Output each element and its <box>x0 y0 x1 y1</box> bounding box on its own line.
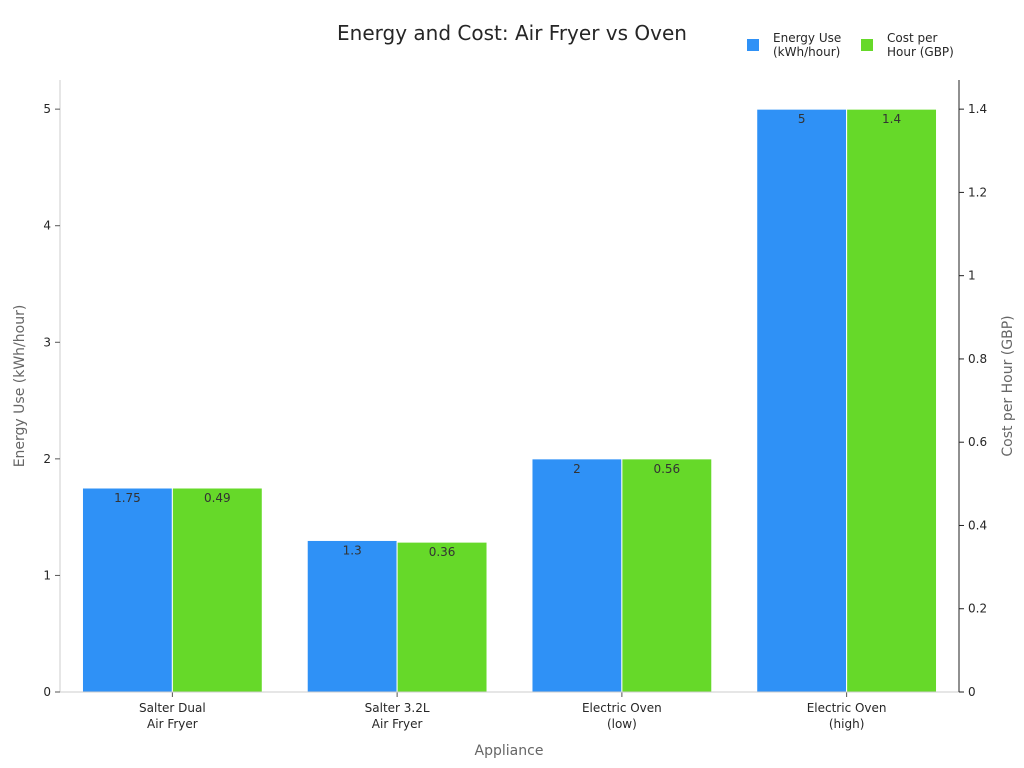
x-tick-label: Salter Dual <box>139 701 206 715</box>
x-tick-label: (high) <box>829 717 865 731</box>
bar-value-label: 1.3 <box>343 543 362 557</box>
bar-value-label: 0.56 <box>653 462 680 476</box>
legend-label: Cost per <box>887 31 937 45</box>
axes: Salter Dual Air Fryer Salter 3.2L Air Fryer… <box>43 80 987 731</box>
y2-tick-label: 1.4 <box>968 102 987 116</box>
x-tick-label: Salter 3.2L <box>365 701 430 715</box>
bar-value-label: 1.4 <box>882 112 901 126</box>
x-tick-label: Air Fryer <box>372 717 423 731</box>
y-tick-label: 3 <box>43 335 51 349</box>
x-tick-label: Electric Oven <box>807 701 887 715</box>
legend-label: Hour (GBP) <box>887 45 954 59</box>
bar <box>306 539 398 693</box>
bar <box>171 487 263 693</box>
x-axis-label: Appliance <box>475 743 544 759</box>
bar-labels: 1.75 0.49 1.3 0.36 2 0.56 5 1.4 <box>114 112 901 559</box>
bar-value-label: 5 <box>798 112 806 126</box>
y-tick-label: 5 <box>43 102 51 116</box>
y2-tick-label: 0.4 <box>968 518 987 532</box>
y2-tick-label: 0.8 <box>968 352 987 366</box>
y2-tick-label: 0 <box>968 685 976 699</box>
y2-tick-label: 0.2 <box>968 602 987 616</box>
legend-swatch <box>861 39 873 51</box>
bar <box>396 541 488 693</box>
bar <box>621 458 713 693</box>
bar-value-label: 2 <box>573 462 581 476</box>
bar-value-label: 0.36 <box>429 545 456 559</box>
x-tick-label: Electric Oven <box>582 701 662 715</box>
legend-swatch <box>747 39 759 51</box>
y-tick-label: 1 <box>43 568 51 582</box>
legend-label: (kWh/hour) <box>773 45 840 59</box>
bars <box>81 108 938 693</box>
y-tick-label: 4 <box>43 219 51 233</box>
y2-tick-label: 1 <box>968 269 976 283</box>
x-tick-label: Air Fryer <box>147 717 198 731</box>
bar <box>81 487 173 693</box>
y2-axis-label: Cost per Hour (GBP) <box>1000 315 1016 456</box>
bar <box>846 108 938 693</box>
chart-title: Energy and Cost: Air Fryer vs Oven <box>337 21 687 45</box>
y2-tick-label: 0.6 <box>968 435 987 449</box>
y-tick-label: 2 <box>43 452 51 466</box>
bar <box>756 108 848 693</box>
y-tick-label: 0 <box>43 685 51 699</box>
bar <box>531 458 623 693</box>
y-axis-label: Energy Use (kWh/hour) <box>12 305 28 468</box>
bar-value-label: 0.49 <box>204 491 231 505</box>
legend-label: Energy Use <box>773 31 841 45</box>
y2-tick-label: 1.2 <box>968 185 987 199</box>
bar-value-label: 1.75 <box>114 491 141 505</box>
x-tick-label: (low) <box>607 717 637 731</box>
